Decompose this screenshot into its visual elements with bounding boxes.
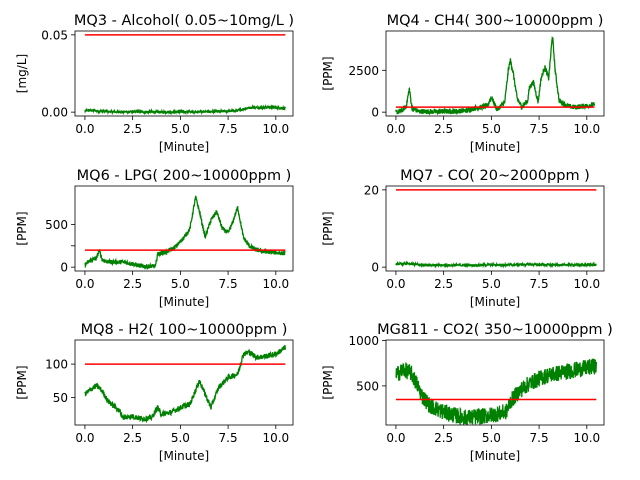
axes-frame [385,339,605,426]
y-axis-label: [PPM] [321,56,335,90]
subplot-1: MQ3 - Alcohol( 0.05~10mg/L ) 0.0 2.5 5.0 7.5… [15,13,294,154]
y-tick-label: 20 [364,183,379,197]
x-tick-label: 7.5 [219,431,238,445]
sensor-series-line [84,345,287,424]
x-axis-label: [Minute] [470,449,520,463]
chart-title: MQ6 - LPG( 200~10000ppm ) [77,168,292,184]
x-tick-label: 0.0 [75,431,94,445]
y-axis-label: [PPM] [321,211,335,245]
sensor-series-line [84,104,286,116]
y-axis-label: [PPM] [15,211,29,245]
y-axis-label: [PPM] [15,365,29,399]
x-tick-label: 0.0 [386,277,405,291]
x-tick-label: 0.0 [75,122,94,136]
x-axis-label: [Minute] [159,140,209,154]
x-tick-label: 5.0 [171,277,190,291]
sensor-series-line [84,195,286,271]
x-tick-label: 10.0 [262,431,289,445]
chart-title: MQ3 - Alcohol( 0.05~10mg/L ) [74,13,294,29]
x-tick-label: 10.0 [262,277,289,291]
subplot-5: MQ8 - H2( 100~10000ppm ) 0.0 2.5 5.0 7.5 10.0… [15,322,294,463]
x-tick-label: 7.5 [219,122,238,136]
y-tick-label: 0 [60,261,68,275]
chart-title: MQ7 - CO( 20~2000ppm ) [400,168,590,184]
y-axis-label: [mg/L] [15,54,29,93]
y-tick-label: 0 [371,261,379,275]
subplot-3: MQ6 - LPG( 200~10000ppm ) 0.0 2.5 5.0 7.5 10.… [15,168,294,309]
x-tick-label: 5.0 [482,431,501,445]
y-tick-label: 50 [53,391,68,405]
x-tick-label: 7.5 [219,277,238,291]
y-axis-label: [PPM] [321,365,335,399]
y-tick-label: 0.00 [41,106,68,120]
x-tick-label: 10.0 [573,277,600,291]
x-tick-label: 2.5 [434,431,453,445]
x-tick-label: 0.0 [386,122,405,136]
x-tick-label: 10.0 [573,431,600,445]
x-tick-label: 2.5 [123,277,142,291]
x-tick-label: 5.0 [482,277,501,291]
x-tick-label: 7.5 [530,122,549,136]
subplot-6: MG811 - CO2( 350~10000ppm ) 0.0 2.5 5.0 7.5 1… [321,322,613,463]
axes-frame [74,339,294,426]
x-tick-label: 7.5 [530,277,549,291]
sensor-series-line [395,358,598,425]
y-tick-label: 0 [371,106,379,120]
x-tick-label: 10.0 [262,122,289,136]
x-tick-label: 7.5 [530,431,549,445]
x-tick-label: 0.0 [386,431,405,445]
sensor-series-line [395,35,596,116]
x-tick-label: 0.0 [75,277,94,291]
x-axis-label: [Minute] [159,295,209,309]
y-tick-label: 100 [45,358,68,372]
subplot-2: MQ4 - CH4( 300~10000ppm ) 0.0 2.5 5.0 7.5 10.… [321,13,605,154]
axes-frame [385,30,605,117]
x-axis-label: [Minute] [470,140,520,154]
chart-title: MQ8 - H2( 100~10000ppm ) [81,322,288,338]
y-tick-label: 2500 [348,64,379,78]
x-axis-label: [Minute] [470,295,520,309]
axes-frame [74,185,294,272]
x-tick-label: 2.5 [123,431,142,445]
x-tick-label: 2.5 [434,277,453,291]
axes-frame [74,30,294,117]
x-axis-label: [Minute] [159,449,209,463]
x-tick-label: 10.0 [573,122,600,136]
subplot-4: MQ7 - CO( 20~2000ppm ) 0.0 2.5 5.0 7.5 10.0 0 2… [321,168,605,309]
x-tick-label: 5.0 [171,431,190,445]
x-tick-label: 2.5 [123,122,142,136]
x-tick-label: 5.0 [171,122,190,136]
x-tick-label: 5.0 [482,122,501,136]
chart-title: MG811 - CO2( 350~10000ppm ) [377,322,613,338]
x-tick-label: 2.5 [434,122,453,136]
chart-title: MQ4 - CH4( 300~10000ppm ) [387,13,604,29]
y-tick-label: 0.05 [41,28,68,42]
y-tick-label: 1000 [348,334,379,348]
axes-frame [385,185,605,272]
y-tick-label: 500 [356,379,379,393]
sensor-series-line [395,260,597,269]
y-tick-label: 500 [45,218,68,232]
